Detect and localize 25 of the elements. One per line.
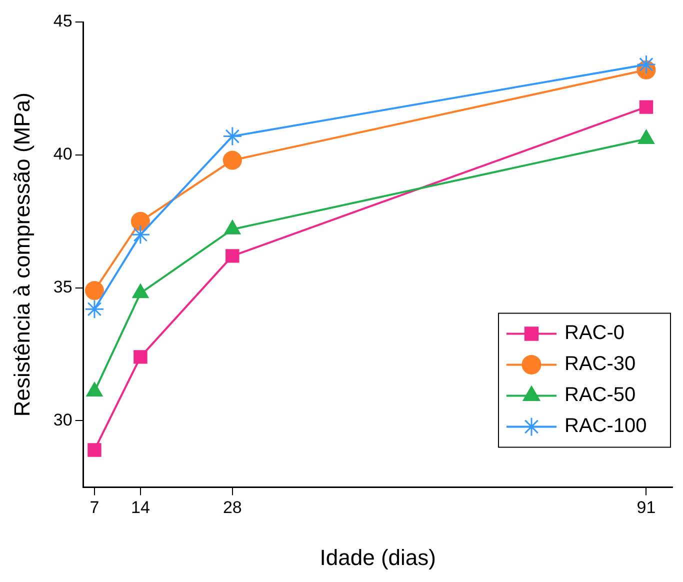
- y-axis-title: Resistência à compressão (MPa): [9, 92, 34, 417]
- point: [636, 54, 656, 74]
- point: [130, 224, 150, 244]
- point: [134, 350, 148, 364]
- legend-label: RAC-0: [564, 322, 625, 344]
- y-tick-label: 35: [53, 278, 72, 297]
- point: [222, 126, 242, 146]
- x-tick-label: 14: [130, 498, 150, 518]
- point: [130, 212, 150, 231]
- x-tick-label: 28: [222, 498, 242, 518]
- y-tick-label: 40: [53, 144, 72, 164]
- point: [222, 150, 242, 170]
- legend-label: RAC-100: [564, 415, 647, 438]
- point: [88, 443, 102, 457]
- point: [639, 100, 654, 114]
- point: [84, 299, 104, 319]
- legend-label: RAC-30: [564, 353, 636, 376]
- x-tick-label: 7: [90, 498, 100, 518]
- y-tick-label: 30: [53, 410, 72, 430]
- point: [226, 249, 240, 263]
- x-tick-label: 91: [636, 498, 656, 518]
- legend-label: RAC-50: [564, 384, 636, 406]
- y-tick-label: 45: [53, 12, 72, 31]
- point: [84, 280, 104, 300]
- x-axis-title: Idade (dias): [320, 544, 436, 570]
